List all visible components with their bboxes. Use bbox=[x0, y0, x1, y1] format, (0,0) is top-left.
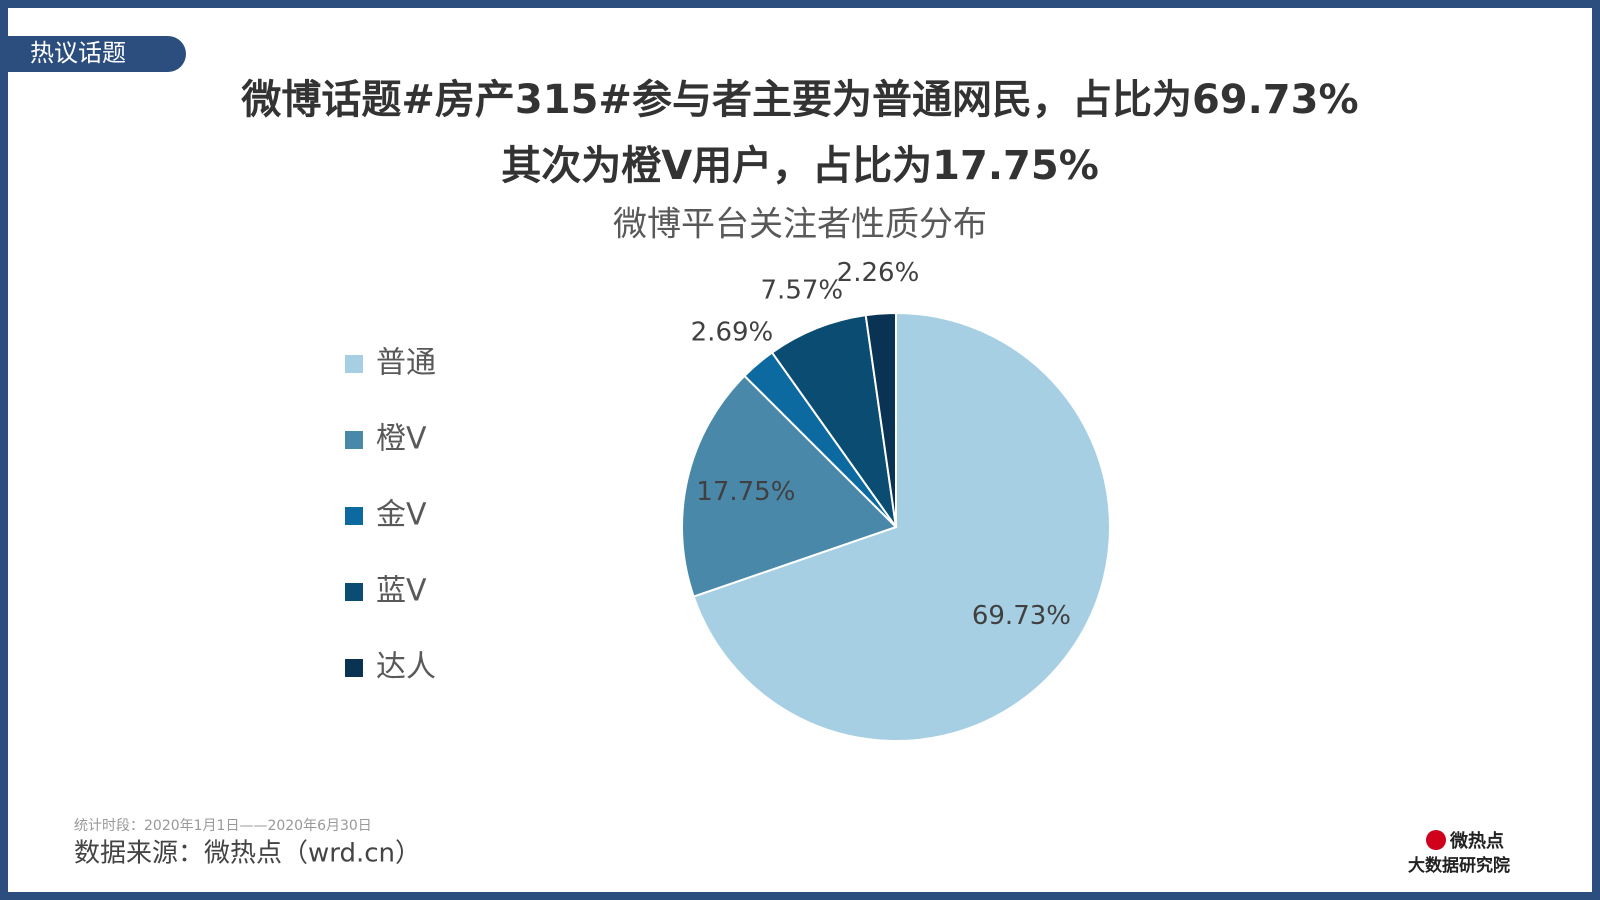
period: 统计时段：2020年1月1日——2020年6月30日 bbox=[74, 818, 372, 834]
chart-title: 微博平台关注者性质分布 bbox=[613, 205, 987, 245]
data-label: 2.26% bbox=[837, 258, 920, 288]
pie-slice bbox=[864, 311, 897, 528]
legend-swatch bbox=[345, 355, 363, 373]
pie-slice bbox=[681, 374, 898, 598]
chart: 热议话题 微博话题#房产315#参与者主要为普通网民，占比为69.73% 其次为… bbox=[8, 36, 1510, 876]
data-label: 69.73% bbox=[972, 601, 1071, 631]
legend-label: 普通 bbox=[376, 346, 436, 381]
legend-label: 达人 bbox=[376, 650, 436, 685]
source: 数据来源：微热点（wrd.cn） bbox=[74, 839, 421, 869]
logo: 微热点 bbox=[1449, 830, 1504, 852]
title-line: 微博话题#房产315#参与者主要为普通网民，占比为69.73% bbox=[240, 77, 1358, 123]
tag: 热议话题 bbox=[30, 39, 126, 67]
title-line: 其次为橙V用户，占比为17.75% bbox=[501, 143, 1099, 189]
legend-label: 蓝V bbox=[376, 574, 427, 609]
data-label: 7.57% bbox=[761, 276, 844, 306]
pie-slice bbox=[770, 314, 897, 528]
legend-swatch bbox=[345, 507, 363, 525]
logo-sub: 大数据研究院 bbox=[1408, 855, 1510, 876]
tag-badge bbox=[8, 36, 186, 72]
legend-swatch bbox=[345, 431, 363, 449]
data-label: 17.75% bbox=[696, 477, 795, 507]
legend-label: 金V bbox=[376, 498, 427, 533]
data-label: 2.69% bbox=[691, 318, 774, 348]
logo-icon bbox=[1426, 830, 1446, 850]
legend-swatch bbox=[345, 583, 363, 601]
legend-label: 橙V bbox=[376, 422, 427, 457]
legend-swatch bbox=[345, 659, 363, 677]
pie-slice bbox=[692, 311, 1111, 742]
